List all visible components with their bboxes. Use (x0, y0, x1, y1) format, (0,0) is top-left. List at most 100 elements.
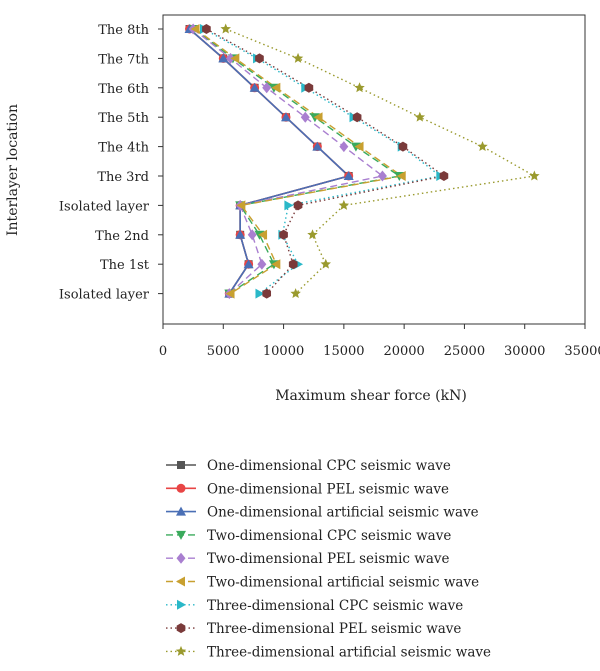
legend-label: Two-dimensional artificial seismic wave (207, 575, 479, 591)
series-marker (398, 141, 408, 152)
y-tick-label: The 1st (100, 258, 150, 273)
legend-entry: One-dimensional PEL seismic wave (166, 481, 449, 497)
y-tick-label: Isolated layer (59, 199, 150, 214)
series-marker (230, 53, 240, 64)
legend-entry: Three-dimensional CPC seismic wave (166, 598, 463, 614)
legend-marker (176, 530, 186, 540)
series-marker (529, 170, 540, 181)
legend-label: Three-dimensional PEL seismic wave (207, 621, 461, 637)
series-marker (292, 52, 304, 63)
series-marker (218, 53, 229, 63)
series-marker (300, 111, 310, 123)
series-marker (354, 141, 364, 152)
legend-entry: Three-dimensional PEL seismic wave (166, 621, 461, 637)
legend-marker (175, 645, 187, 656)
series-line (195, 28, 404, 295)
legend-marker (176, 623, 186, 634)
series-marker (279, 229, 288, 240)
y-axis-ticks: The 8th The 7th The 6th The 5th The 4th The 3… (59, 23, 163, 303)
y-tick-label: The 7th (98, 52, 149, 67)
series-marker (235, 229, 246, 239)
legend-entry: Two-dimensional artificial seismic wave (166, 575, 479, 591)
series-marker (271, 82, 281, 93)
series-marker (352, 112, 362, 123)
series-marker (255, 288, 265, 299)
x-tick-label: 5000 (207, 344, 240, 359)
series-marker (225, 288, 235, 299)
legend-marker (177, 599, 186, 610)
x-tick-label: 30000 (504, 344, 545, 359)
series-marker (243, 259, 254, 269)
legend-label: One-dimensional artificial seismic wave (207, 505, 479, 521)
series-marker (288, 259, 298, 270)
series-lines (189, 28, 537, 295)
series-marker (290, 288, 301, 299)
series-marker (202, 24, 211, 34)
legend-label: One-dimensional CPC seismic wave (207, 458, 451, 474)
series-marker (258, 229, 268, 240)
series-marker (439, 171, 449, 181)
legend-label: One-dimensional PEL seismic wave (207, 481, 449, 497)
series-marker (320, 258, 331, 269)
series-marker (396, 171, 406, 181)
legend-entry: Two-dimensional CPC seismic wave (166, 528, 451, 544)
series-marker (257, 258, 267, 270)
legend: One-dimensional CPC seismic wave One-dime… (166, 458, 491, 660)
series-line (189, 28, 351, 295)
y-tick-label: The 6th (98, 82, 149, 97)
series-marker (190, 24, 200, 34)
series-line (206, 28, 446, 295)
series-marker (354, 82, 365, 93)
series-marker (271, 259, 281, 270)
y-axis-title: Interlayer location (5, 104, 21, 236)
x-tick-label: 10000 (263, 344, 304, 359)
series-line (193, 28, 402, 295)
series-marker (307, 229, 318, 240)
y-tick-label: The 3rd (97, 170, 149, 185)
x-tick-label: 20000 (383, 344, 424, 359)
series-marker (280, 112, 291, 122)
y-tick-label: The 4th (98, 141, 149, 156)
series-marker (304, 82, 314, 93)
x-tick-label: 15000 (323, 344, 364, 359)
legend-label: Two-dimensional CPC seismic wave (207, 528, 451, 544)
x-tick-label: 35000 (564, 344, 600, 359)
series-marker (312, 141, 323, 151)
series-marker (249, 82, 260, 92)
series-marker (262, 82, 272, 94)
plot-area: 0 5000 10000 15000 20000 25000 30000 35000 The … (59, 14, 600, 359)
x-axis-ticks: 0 5000 10000 15000 20000 25000 30000 35000 (159, 324, 600, 359)
series-markers (184, 23, 540, 300)
legend-entry: One-dimensional artificial seismic wave (166, 505, 479, 521)
legend-entry: Three-dimensional artificial seismic wav… (166, 644, 491, 660)
legend-marker (176, 552, 186, 564)
y-tick-label: The 2nd (95, 229, 149, 244)
series-line (192, 28, 385, 295)
series-marker (220, 23, 231, 34)
legend-entry: Two-dimensional PEL seismic wave (166, 551, 450, 567)
legend-label: Three-dimensional CPC seismic wave (207, 598, 463, 614)
y-tick-label: The 8th (98, 23, 149, 38)
legend-label: Three-dimensional artificial seismic wav… (207, 644, 491, 660)
series-marker (377, 170, 387, 182)
series-marker (255, 53, 264, 64)
plot-frame (162, 14, 586, 325)
series-marker (247, 229, 257, 241)
y-tick-label: The 5th (98, 111, 149, 126)
legend-label: Two-dimensional PEL seismic wave (207, 551, 450, 567)
series-marker (339, 141, 349, 153)
series-marker (236, 200, 246, 211)
legend-marker (177, 461, 185, 469)
series-marker (313, 112, 323, 123)
x-axis-title: Maximum shear force (kN) (275, 388, 467, 404)
legend-marker (176, 506, 186, 516)
series-line (203, 28, 442, 295)
series-marker (338, 199, 350, 210)
series-marker (414, 111, 426, 122)
x-tick-label: 25000 (444, 344, 485, 359)
series-marker (293, 200, 303, 211)
series-line (225, 28, 537, 295)
legend-marker (176, 576, 185, 587)
series-marker (343, 171, 354, 180)
